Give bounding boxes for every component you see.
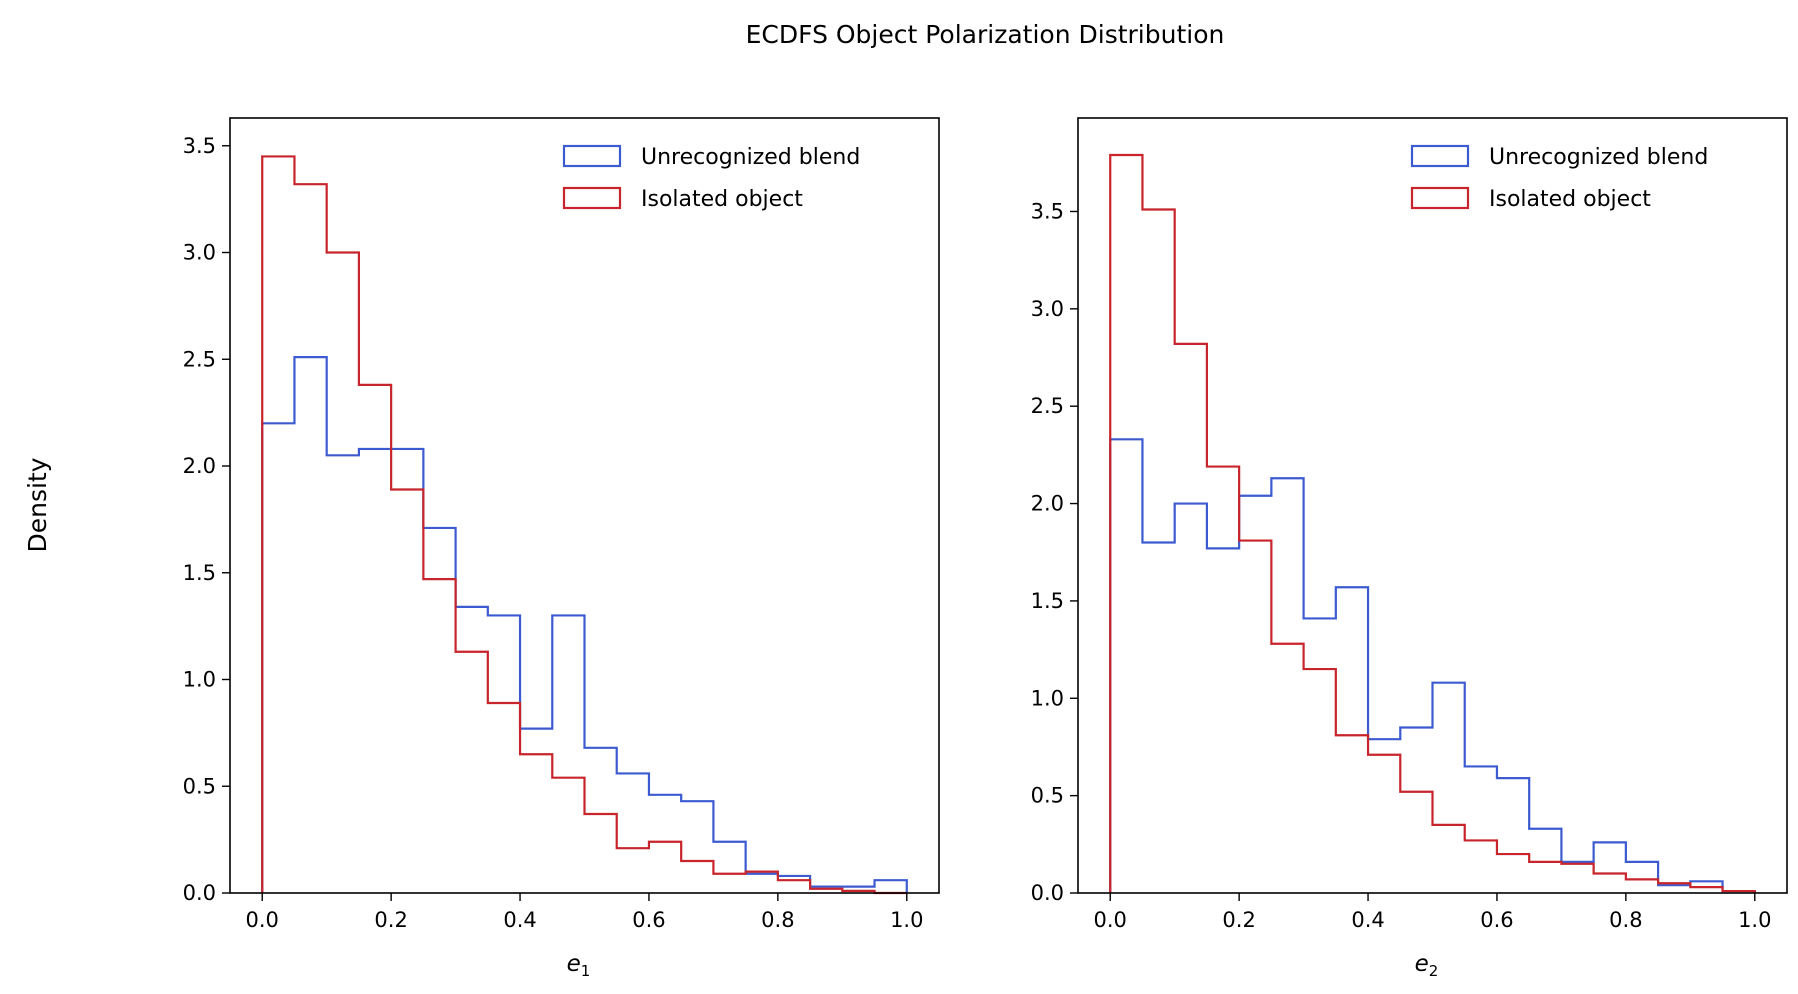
y-tick-label: 3.0 — [183, 241, 216, 265]
y-tick-label: 0.5 — [183, 774, 216, 798]
x-tick-label: 0.0 — [1094, 908, 1127, 932]
legend-swatch — [1410, 186, 1470, 210]
histogram-series-unrecognized-blend — [1109, 438, 1756, 893]
x-tick-label: 0.4 — [503, 908, 536, 932]
legend-swatch — [1410, 144, 1470, 168]
y-tick-label: 3.5 — [1031, 199, 1064, 223]
y-tick-label: 2.0 — [183, 454, 216, 478]
y-tick-label: 0.0 — [183, 881, 216, 905]
axes-frame — [229, 117, 940, 894]
panel-e1: 0.0 0.2 0.4 0.6 0.8 1.0 0.0 0.5 1.0 1.5 2.0 2.5 3.0 3… — [183, 117, 940, 980]
x-tick-label: 1.0 — [1738, 908, 1771, 932]
legend-entry-label: Isolated object — [641, 187, 803, 212]
y-tick-label: 1.5 — [183, 561, 216, 585]
x-tick-label: 0.2 — [1222, 908, 1255, 932]
y-tick-label: 0.0 — [1031, 881, 1064, 905]
legend-entry-label: Unrecognized blend — [641, 145, 860, 170]
y-tick-label: 2.5 — [183, 347, 216, 371]
x-tick-label: 0.6 — [632, 908, 665, 932]
axes-frame — [1077, 117, 1788, 894]
x-tick-label: 1.0 — [890, 908, 923, 932]
panel-e2: 0.0 0.2 0.4 0.6 0.8 1.0 0.0 0.5 1.0 1.5 2.0 2.5 3.0 3… — [1031, 117, 1788, 980]
x-axis-label: e2 — [1415, 951, 1439, 980]
legend-swatch — [562, 144, 622, 168]
legend-swatch — [562, 186, 622, 210]
y-tick-label: 1.0 — [1031, 686, 1064, 710]
legend-entry-label: Unrecognized blend — [1489, 145, 1708, 170]
x-tick-label: 0.6 — [1480, 908, 1513, 932]
histogram-series-isolated-object — [261, 155, 907, 895]
x-tick-label: 0.4 — [1351, 908, 1384, 932]
y-tick-label: 2.0 — [1031, 492, 1064, 516]
y-tick-label: 0.5 — [1031, 784, 1064, 808]
figure-ylabel: Density — [23, 457, 52, 552]
histogram-series-isolated-object — [1109, 153, 1756, 893]
y-tick-label: 1.5 — [1031, 589, 1064, 613]
x-tick-label: 0.2 — [374, 908, 407, 932]
y-tick-label: 3.5 — [183, 134, 216, 158]
legend-entry-label: Isolated object — [1489, 187, 1651, 212]
y-tick-label: 3.0 — [1031, 297, 1064, 321]
histogram-series-unrecognized-blend — [261, 356, 908, 893]
figure-suptitle: ECDFS Object Polarization Distribution — [746, 20, 1225, 49]
x-tick-label: 0.0 — [246, 908, 279, 932]
x-tick-label: 0.8 — [1609, 908, 1642, 932]
y-tick-label: 1.0 — [183, 668, 216, 692]
x-tick-label: 0.8 — [761, 908, 794, 932]
x-axis-label: e1 — [567, 951, 591, 980]
y-tick-label: 2.5 — [1031, 394, 1064, 418]
